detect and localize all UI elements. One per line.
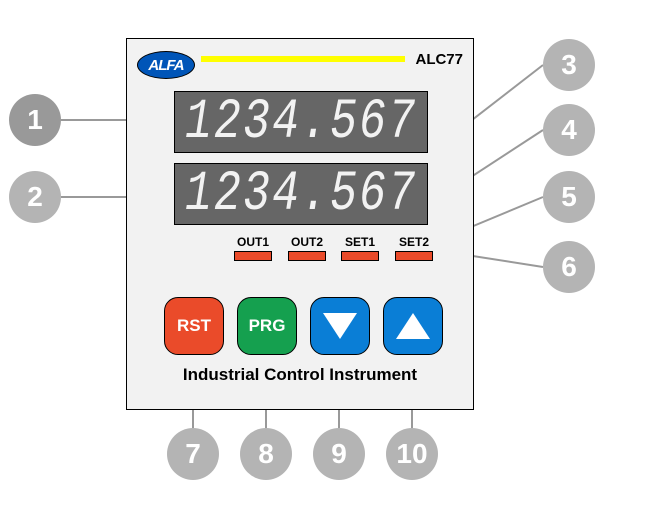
brand-logo: ALFA [137,51,195,79]
indicator-label-out1: OUT1 [230,235,276,249]
callout-8: 8 [240,428,292,480]
prg-button-label: PRG [249,316,286,336]
display-secondary-value: 1234.567 [185,162,417,226]
indicator-label-set2: SET2 [391,235,437,249]
callout-1: 1 [9,94,61,146]
display-primary: 1234.567 [174,91,428,153]
indicator-led-out1 [234,251,272,261]
callout-10: 10 [386,428,438,480]
brand-logo-text: ALFA [148,57,183,74]
prg-button[interactable]: PRG [237,297,297,355]
triangle-down-icon [323,313,357,339]
callout-9: 9 [313,428,365,480]
rst-button[interactable]: RST [164,297,224,355]
callout-2: 2 [9,171,61,223]
indicator-label-out2: OUT2 [284,235,330,249]
display-secondary: 1234.567 [174,163,428,225]
device-panel: ALFA ALC77 1234.567 1234.567 OUT1 OUT2 S… [126,38,474,410]
callout-7: 7 [167,428,219,480]
down-button[interactable] [310,297,370,355]
display-primary-value: 1234.567 [185,90,417,154]
footer-text: Industrial Control Instrument [127,365,473,385]
accent-bar [201,56,405,62]
callout-6: 6 [543,241,595,293]
indicator-led-set2 [395,251,433,261]
indicator-label-set1: SET1 [337,235,383,249]
indicator-led-out2 [288,251,326,261]
callout-3: 3 [543,39,595,91]
up-button[interactable] [383,297,443,355]
callout-4: 4 [543,104,595,156]
rst-button-label: RST [177,316,211,336]
model-label: ALC77 [415,51,463,68]
indicator-led-set1 [341,251,379,261]
callout-5: 5 [543,171,595,223]
triangle-up-icon [396,313,430,339]
